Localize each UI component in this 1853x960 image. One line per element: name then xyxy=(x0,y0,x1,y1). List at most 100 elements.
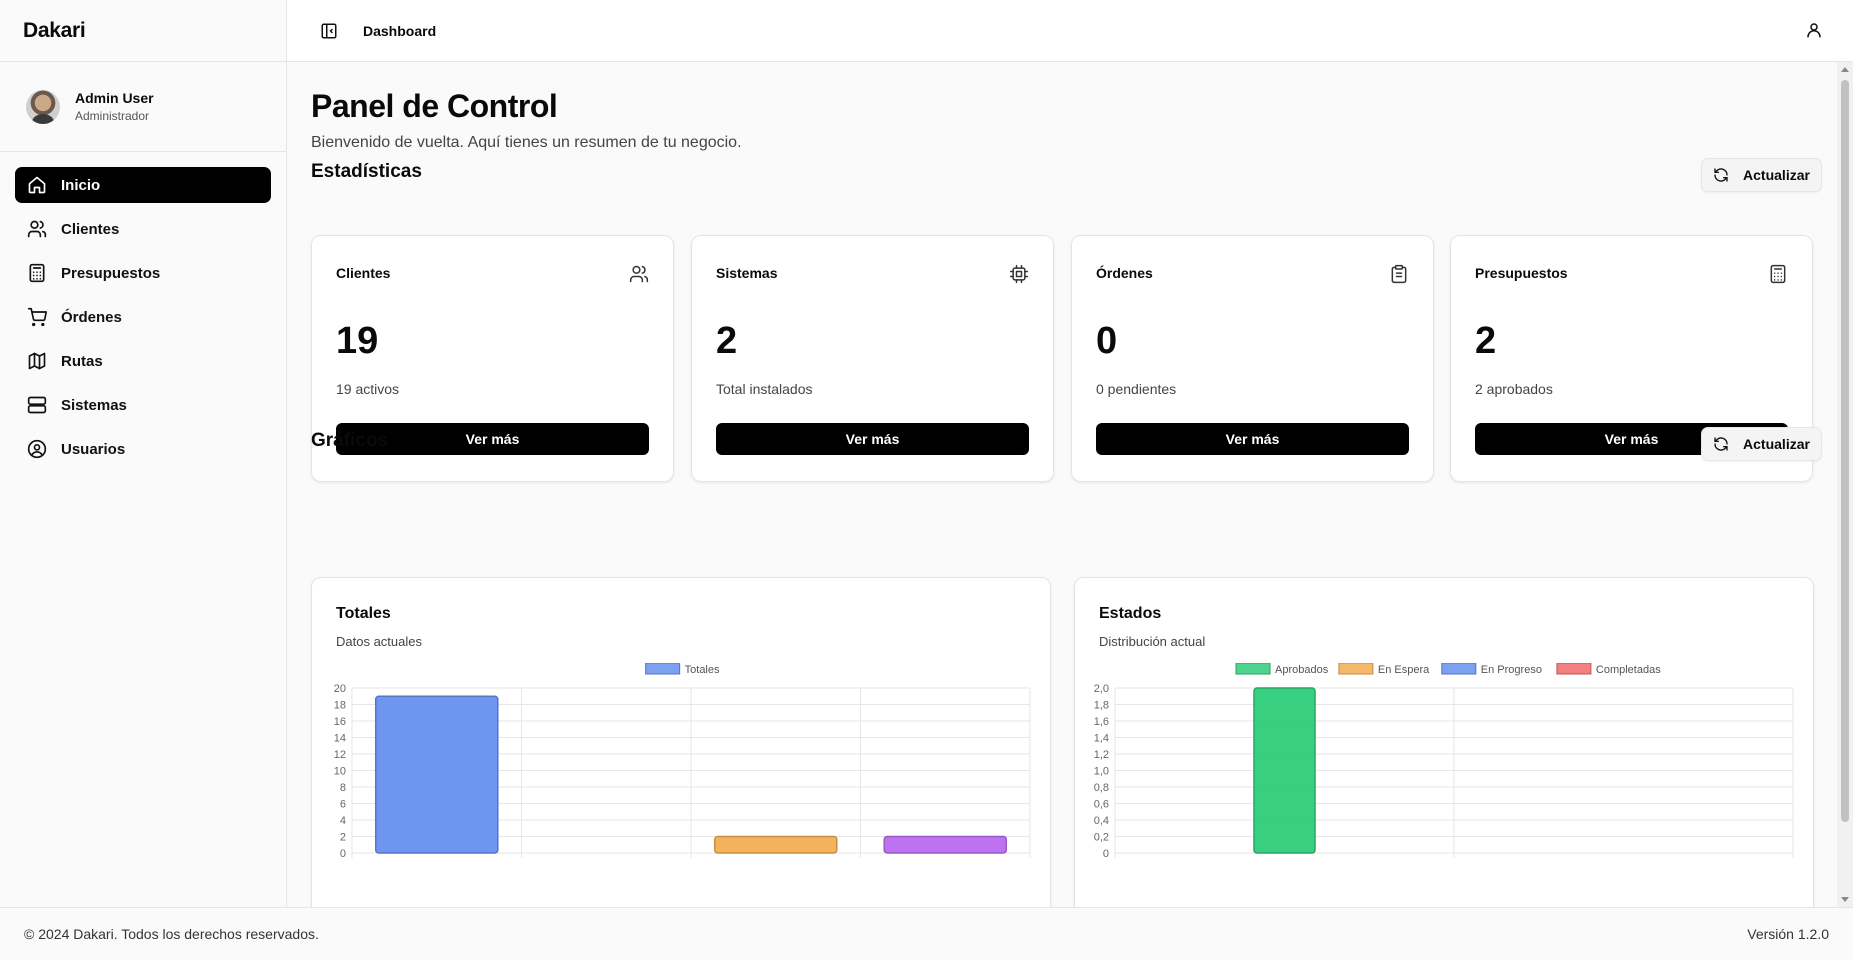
y-tick-label: 0,8 xyxy=(1094,782,1109,794)
stat-label: Clientes xyxy=(336,265,391,281)
ver-mas-button[interactable]: Ver más xyxy=(336,423,649,455)
chart-card-estados: Estados Distribución actual 0 0,2 0,4 0,6 0,… xyxy=(1074,577,1814,907)
stat-sub: 0 pendientes xyxy=(1096,381,1177,397)
stat-value: 2 xyxy=(1475,320,1497,362)
totales-bar-chart: 0 2 4 6 8 10 12 14 16 18 20 Totales xyxy=(334,663,1031,860)
bar xyxy=(1253,687,1316,854)
calculator-icon xyxy=(1770,264,1786,284)
sidebar-item-label: Órdenes xyxy=(61,308,122,326)
y-tick-label: 0,2 xyxy=(1094,832,1109,844)
sidebar-item-label: Clientes xyxy=(61,220,120,238)
legend-swatch xyxy=(645,663,681,675)
user-profile[interactable]: Admin User Administrador xyxy=(0,62,286,152)
refresh-stats-button[interactable]: Actualizar xyxy=(1701,158,1822,192)
sidebar-item-rutas[interactable]: Rutas xyxy=(15,343,271,379)
user-name: Admin User xyxy=(75,90,154,106)
legend-swatch xyxy=(1556,663,1592,675)
refresh-label: Actualizar xyxy=(1743,167,1810,183)
legend-label: Aprobados xyxy=(1275,664,1329,676)
avatar xyxy=(26,89,60,124)
refresh-charts-button[interactable]: Actualizar xyxy=(1701,427,1822,461)
sidebar-item-label: Inicio xyxy=(61,176,101,194)
y-tick-label: 14 xyxy=(334,733,346,745)
y-tick-label: 1,4 xyxy=(1094,733,1109,745)
sidebar-item-inicio[interactable]: Inicio xyxy=(15,167,271,203)
stat-card-clientes: Clientes 19 19 activos Ver más xyxy=(311,235,674,482)
refresh-icon xyxy=(1714,437,1728,451)
main-content: Panel de Control Bienvenido de vuelta. A… xyxy=(287,62,1837,907)
y-tick-label: 1,6 xyxy=(1094,716,1109,728)
sidebar-item-label: Presupuestos xyxy=(61,264,161,282)
y-tick-label: 1,8 xyxy=(1094,700,1109,712)
stat-label: Órdenes xyxy=(1096,265,1153,281)
legend-swatch xyxy=(1235,663,1271,675)
clipboard-icon xyxy=(1391,264,1407,284)
page-subtitle: Bienvenido de vuelta. Aquí tienes un res… xyxy=(311,134,742,151)
chart-title: Estados xyxy=(1099,605,1162,622)
footer: © 2024 Dakari. Todos los derechos reserv… xyxy=(0,907,1853,960)
stat-sub: 19 activos xyxy=(336,381,400,397)
legend-label: En Espera xyxy=(1378,664,1430,676)
sidebar-item-label: Rutas xyxy=(61,352,103,370)
sidebar-item-label: Sistemas xyxy=(61,396,127,414)
scrollbar-thumb[interactable] xyxy=(1841,80,1849,822)
sidebar-item-usuarios[interactable]: Usuarios xyxy=(15,431,271,467)
ver-mas-button[interactable]: Ver más xyxy=(1096,423,1409,455)
sidebar-item-ordenes[interactable]: Órdenes xyxy=(15,299,271,335)
user-role: Administrador xyxy=(75,109,150,123)
legend-label: Completadas xyxy=(1596,664,1661,676)
sidebar: Dakari Admin User Administrador Inicio C… xyxy=(0,0,287,907)
stat-value: 19 xyxy=(336,320,379,362)
charts-section-title: Gráficos xyxy=(311,430,389,451)
users-icon xyxy=(27,220,47,238)
y-tick-label: 18 xyxy=(334,700,346,712)
stat-value: 2 xyxy=(716,320,738,362)
cart-icon xyxy=(27,307,47,327)
scroll-up-arrow[interactable] xyxy=(1841,67,1849,72)
top-header: Dashboard xyxy=(287,0,1853,62)
sidebar-item-clientes[interactable]: Clientes xyxy=(15,211,271,247)
breadcrumb[interactable]: Dashboard xyxy=(363,22,437,39)
chart-title: Totales xyxy=(336,605,391,622)
legend-swatch xyxy=(1338,663,1374,675)
scroll-down-arrow[interactable] xyxy=(1841,897,1849,902)
y-tick-label: 2,0 xyxy=(1094,683,1109,695)
bar xyxy=(883,835,1008,854)
sidebar-item-sistemas[interactable]: Sistemas xyxy=(15,387,271,423)
brand-logo[interactable]: Dakari xyxy=(0,0,286,62)
sidebar-nav: Inicio Clientes Presupuestos Órdenes Rut… xyxy=(0,152,286,490)
server-icon xyxy=(27,396,47,414)
y-tick-label: 8 xyxy=(340,782,346,794)
refresh-icon xyxy=(1714,168,1728,182)
sidebar-item-presupuestos[interactable]: Presupuestos xyxy=(15,255,271,291)
ver-mas-button[interactable]: Ver más xyxy=(716,423,1029,455)
stat-card-sistemas: Sistemas 2 Total instalados Ver más xyxy=(691,235,1054,482)
refresh-label: Actualizar xyxy=(1743,436,1810,452)
y-tick-label: 10 xyxy=(334,766,346,778)
stat-sub: Total instalados xyxy=(716,381,813,397)
bar xyxy=(374,695,499,854)
estados-bar-chart: 0 0,2 0,4 0,6 0,8 1,0 1,2 1,4 1,6 1,8 2,0 Aprobados… xyxy=(1094,663,1794,860)
copyright-text: © 2024 Dakari. Todos los derechos reserv… xyxy=(24,926,319,942)
y-tick-label: 2 xyxy=(340,832,346,844)
y-tick-label: 0,4 xyxy=(1094,815,1109,827)
page-title: Panel de Control xyxy=(311,88,558,124)
y-tick-label: 6 xyxy=(340,799,346,811)
sidebar-toggle-icon[interactable] xyxy=(320,22,338,40)
version-text: Versión 1.2.0 xyxy=(1747,926,1829,942)
stat-card-ordenes: Órdenes 0 0 pendientes Ver más xyxy=(1071,235,1434,482)
stat-card-presupuestos: Presupuestos 2 2 aprobados Ver más xyxy=(1450,235,1813,482)
home-icon xyxy=(28,176,46,194)
y-tick-label: 4 xyxy=(340,815,346,827)
chart-subtitle: Distribución actual xyxy=(1099,634,1206,649)
stat-sub: 2 aprobados xyxy=(1475,381,1553,397)
user-circle-icon xyxy=(27,439,47,459)
scrollbar[interactable] xyxy=(1837,62,1853,907)
stat-value: 0 xyxy=(1096,320,1118,362)
cpu-icon xyxy=(1009,264,1029,284)
y-tick-label: 0 xyxy=(340,848,346,860)
user-menu-icon[interactable] xyxy=(1805,21,1823,39)
sidebar-item-label: Usuarios xyxy=(61,440,126,458)
users-icon xyxy=(629,265,649,283)
calculator-icon xyxy=(29,263,45,283)
